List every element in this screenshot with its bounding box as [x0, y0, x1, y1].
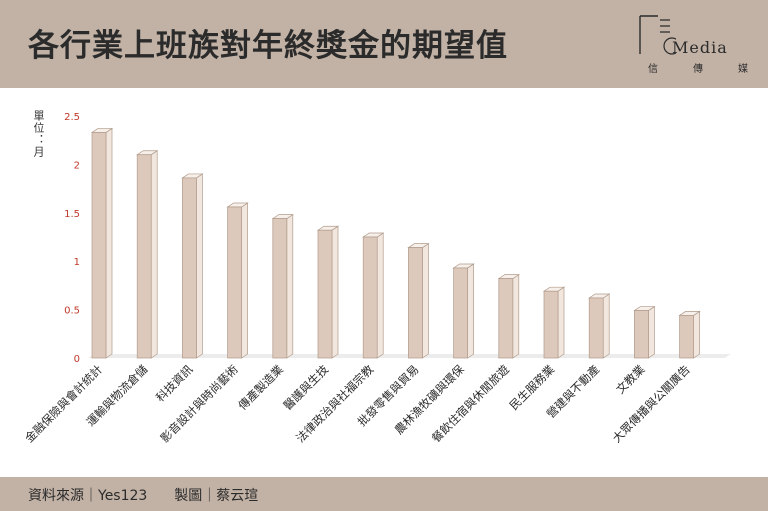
page-title: 各行業上班族對年終獎金的期望值	[28, 28, 508, 64]
y-tick-label: 2	[74, 160, 80, 171]
bar-side	[602, 293, 610, 359]
bar-side	[648, 305, 655, 359]
bar-side	[693, 310, 700, 359]
x-tick-label: 金融保險與會計統計	[22, 362, 105, 445]
bar-side	[557, 286, 565, 359]
bar	[362, 236, 378, 359]
logo-sub-char: 傳	[693, 64, 703, 75]
footer-banner: 資料來源｜Yes123 製圖｜蔡云瑄	[0, 477, 768, 511]
logo-mark-icon	[639, 15, 676, 55]
x-tick-label: 大眾傳播與公關廣告	[610, 362, 693, 445]
credit-label: 製圖｜蔡云瑄	[174, 488, 259, 504]
bar-side	[196, 173, 203, 359]
bar	[182, 177, 197, 359]
logo-sub-char: 信	[648, 64, 658, 75]
bar	[453, 267, 468, 359]
footer-credits: 資料來源｜Yes123 製圖｜蔡云瑄	[28, 485, 258, 505]
bar-side	[376, 232, 384, 359]
bar	[272, 218, 288, 359]
bar	[634, 310, 649, 359]
y-tick-label: 1	[74, 257, 80, 268]
bar-side	[241, 202, 248, 359]
bar	[679, 315, 694, 359]
bar	[317, 229, 333, 359]
bar	[408, 247, 423, 359]
y-axis-unit-label: 單位：月	[32, 110, 45, 158]
bar	[227, 206, 242, 359]
bar	[543, 290, 559, 359]
bar-side	[467, 263, 474, 359]
x-tick-label: 餐飲住宿與休閒旅遊	[429, 362, 512, 445]
x-tick-label: 科技資訊	[153, 362, 196, 405]
y-tick-label: 0	[74, 354, 80, 365]
bar-side	[331, 225, 339, 359]
logo-wordmark: Media	[672, 38, 728, 57]
bar-side	[512, 273, 520, 359]
y-tick-label: 2.5	[64, 112, 80, 123]
bar-side	[422, 242, 429, 359]
bar	[91, 132, 107, 359]
logo-sub-char: 媒	[738, 64, 748, 75]
media-logo: Media 信 傳 媒	[636, 12, 756, 78]
bar	[498, 278, 514, 359]
x-tick-label: 傳產製造業	[235, 362, 286, 413]
x-tick-label: 法律政治與社福宗教	[293, 362, 376, 445]
bar-side	[286, 213, 294, 359]
x-tick-label: 文教業	[613, 362, 648, 397]
bar	[136, 154, 152, 359]
bar	[588, 297, 604, 359]
source-label: 資料來源｜Yes123	[28, 488, 148, 504]
bar-side	[105, 127, 113, 359]
y-tick-label: 1.5	[64, 209, 80, 220]
header-banner: 各行業上班族對年終獎金的期望值 Media 信 傳 媒	[0, 0, 768, 88]
bar-side	[150, 150, 158, 359]
x-tick-label: 影音設計與時尚藝術	[158, 362, 241, 445]
y-tick-label: 0.5	[64, 306, 80, 317]
logo-subtitle: 信 傳 媒	[648, 60, 748, 75]
